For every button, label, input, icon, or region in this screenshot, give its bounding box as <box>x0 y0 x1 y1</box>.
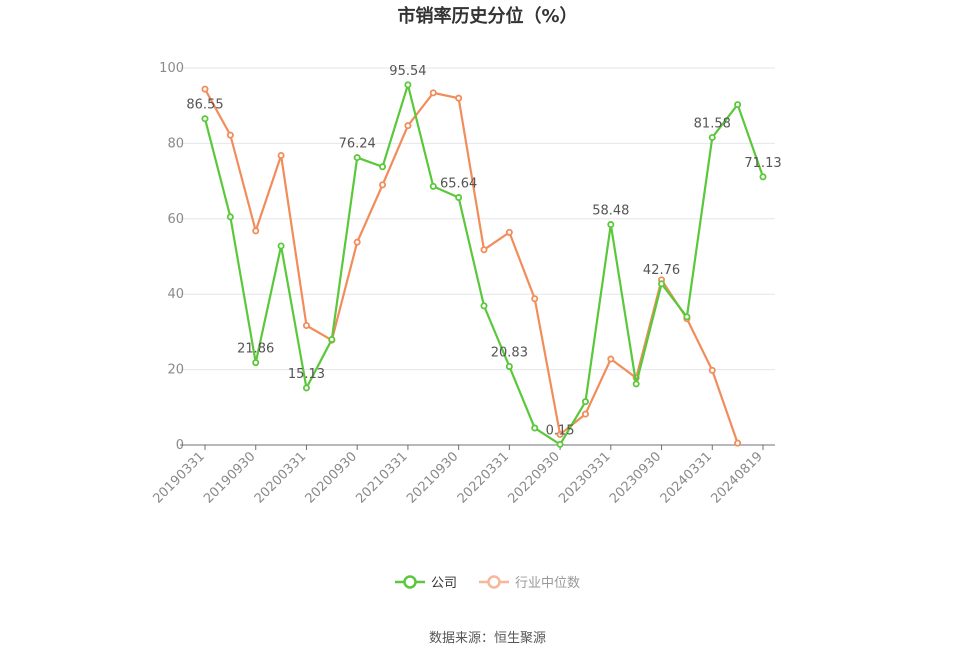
legend-line-icon-company <box>394 574 425 589</box>
data-point <box>252 359 260 367</box>
data-label: 15.13 <box>288 367 325 382</box>
data-point <box>455 194 463 202</box>
data-point <box>734 101 742 109</box>
data-point <box>658 280 666 288</box>
data-point <box>480 246 488 254</box>
legend-line-icon-industry <box>479 574 509 589</box>
legend-item-company[interactable]: 公司 <box>394 572 457 591</box>
data-point <box>734 439 742 447</box>
data-point <box>581 410 589 418</box>
chart-plot: 0 20 40 60 80 100 2019033120190930202003312020… <box>150 61 781 507</box>
data-point <box>708 133 716 141</box>
y-tick-label: 60 <box>167 212 184 227</box>
data-label: 42.76 <box>643 263 680 278</box>
data-label: 0.15 <box>546 423 575 438</box>
data-label: 58.48 <box>592 204 629 219</box>
x-tick-label: 20230331 <box>556 449 613 506</box>
data-point <box>353 238 361 246</box>
data-point <box>252 227 260 235</box>
data-point <box>226 213 234 221</box>
x-tick-label: 20190331 <box>150 449 207 506</box>
data-point <box>607 355 615 363</box>
y-tick-label: 80 <box>167 136 184 151</box>
data-point <box>226 131 234 139</box>
data-point <box>505 362 513 370</box>
series-lines <box>201 81 767 448</box>
x-tick-label: 20240331 <box>658 449 715 506</box>
data-point <box>429 89 437 97</box>
data-point <box>302 384 310 392</box>
x-tick-label: 20210331 <box>353 449 410 506</box>
x-tick-label: 20190930 <box>201 449 258 506</box>
data-point <box>632 380 640 388</box>
data-label: 21.86 <box>237 342 274 357</box>
data-label: 81.58 <box>694 116 731 131</box>
legend-label-industry: 行业中位数 <box>515 576 581 591</box>
legend-item-industry[interactable]: 行业中位数 <box>479 572 580 591</box>
y-tick-label: 20 <box>167 363 184 378</box>
data-point <box>379 163 387 171</box>
data-label: 20.83 <box>491 345 528 360</box>
data-label: 86.55 <box>186 98 223 113</box>
data-point <box>759 173 767 181</box>
data-point <box>379 181 387 189</box>
x-tick-label: 20240819 <box>708 449 765 506</box>
data-label: 71.13 <box>744 156 781 171</box>
data-point <box>683 313 691 321</box>
data-point <box>607 221 615 229</box>
source-note: 数据来源：恒生聚源 <box>428 631 546 646</box>
data-point <box>480 302 488 310</box>
legend-label-company: 公司 <box>430 576 457 591</box>
data-point <box>455 94 463 102</box>
data-point <box>708 366 716 374</box>
data-label: 95.54 <box>389 64 426 79</box>
series-line-1 <box>204 88 739 444</box>
data-point <box>353 154 361 162</box>
data-point <box>556 430 564 438</box>
data-point <box>531 295 539 303</box>
data-point <box>302 321 310 329</box>
data-point <box>404 122 412 130</box>
data-point <box>277 151 285 159</box>
y-tick-label: 100 <box>159 61 184 76</box>
data-point <box>201 85 209 93</box>
legend: 公司 行业中位数 <box>0 572 975 591</box>
x-tick-label: 20210930 <box>404 449 461 506</box>
data-point <box>531 424 539 432</box>
x-tick-label: 20200930 <box>303 449 360 506</box>
y-tick-label: 40 <box>167 287 184 302</box>
grid-lines <box>180 67 775 371</box>
data-point <box>556 440 564 448</box>
data-point <box>505 228 513 236</box>
data-point <box>201 115 209 123</box>
data-point <box>404 81 412 89</box>
y-tick-label: 0 <box>176 438 184 453</box>
x-tick-label: 20220331 <box>455 449 512 506</box>
data-point <box>277 242 285 250</box>
chart-title: 市销率历史分位（%） <box>397 6 578 27</box>
data-point <box>581 398 589 406</box>
x-tick-label: 20200331 <box>252 449 309 506</box>
x-tick-label: 20230930 <box>607 449 664 506</box>
data-label: 65.64 <box>440 177 477 192</box>
x-tick-label: 20220930 <box>506 449 563 506</box>
data-point <box>328 335 336 343</box>
data-point <box>429 182 437 190</box>
data-label: 76.24 <box>339 137 376 152</box>
data-labels: 86.55 21.86 15.13 76.24 95.54 65.64 20.83 0.15 5… <box>186 64 781 439</box>
